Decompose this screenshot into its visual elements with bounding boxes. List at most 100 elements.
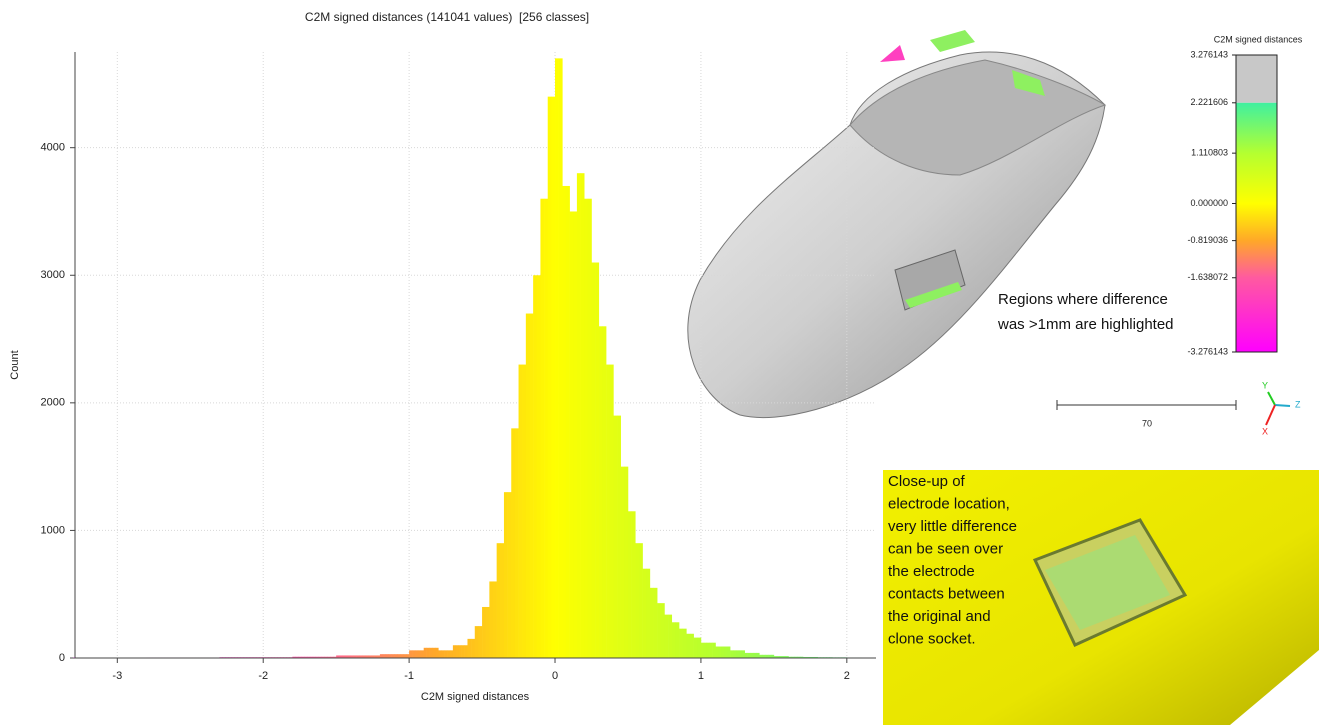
socket-render <box>688 30 1105 418</box>
bar-slice <box>418 650 421 658</box>
bar-slice <box>753 653 756 658</box>
bar <box>613 416 621 658</box>
bar-slice <box>654 588 658 658</box>
axis-label: Y <box>1262 380 1268 390</box>
bar <box>424 648 439 658</box>
bar-slice <box>710 643 713 658</box>
bar-slice <box>409 650 412 658</box>
bar <box>643 569 651 658</box>
bar <box>591 263 599 658</box>
bar-slice <box>430 648 433 658</box>
bar-slice <box>570 211 574 658</box>
bar-slice <box>668 615 672 658</box>
bar-slice <box>635 543 639 658</box>
bar-slice <box>459 645 462 658</box>
y-tick-label: 2000 <box>41 397 65 409</box>
bar <box>489 581 497 658</box>
bar <box>482 607 490 658</box>
bar <box>599 326 607 658</box>
bar-slice <box>707 643 710 658</box>
bar-slice <box>438 650 441 658</box>
bar-slice <box>704 643 707 658</box>
bar <box>716 647 731 658</box>
bar-slice <box>526 314 530 658</box>
bar-slice <box>424 648 427 658</box>
bar-slice <box>595 263 599 658</box>
bar <box>380 654 409 658</box>
bar-slice <box>406 654 409 658</box>
bar <box>475 626 483 658</box>
bar-slice <box>756 653 759 658</box>
bar-slice <box>548 97 552 658</box>
bar-slice <box>646 569 650 658</box>
bar-slice <box>591 263 595 658</box>
bar-slice <box>441 650 444 658</box>
bar <box>548 97 556 658</box>
bar-slice <box>462 645 465 658</box>
bar-slice <box>694 638 698 658</box>
bar <box>745 653 760 658</box>
bar-slice <box>736 650 739 658</box>
bar-slice <box>727 647 730 658</box>
colorbar-tick-label: 2.221606 <box>1190 97 1228 107</box>
x-tick-label: 1 <box>698 670 704 682</box>
bar-slice <box>427 648 430 658</box>
bar-slice <box>467 639 471 658</box>
annotation-line: the original and <box>888 608 991 625</box>
colorbar <box>1236 103 1277 352</box>
chart-title: C2M signed distances (141041 values) [25… <box>305 10 589 24</box>
bar-slice <box>632 511 636 658</box>
bar-slice <box>400 654 403 658</box>
bar <box>606 365 614 658</box>
x-tick-label: -2 <box>258 670 268 682</box>
bar-slice <box>643 569 647 658</box>
bar-slice <box>701 643 704 658</box>
bar-slice <box>380 654 383 658</box>
annotation-line: electrode location, <box>888 495 1010 512</box>
bar-slice <box>471 639 475 658</box>
bar-slice <box>672 622 676 658</box>
bar-slice <box>447 650 450 658</box>
bar <box>686 634 694 658</box>
bar <box>438 650 453 658</box>
bar-slice <box>559 58 563 658</box>
bar-slice <box>606 365 610 658</box>
bar-slice <box>721 647 724 658</box>
annotation: was >1mm are highlighted <box>997 316 1174 333</box>
bar-slice <box>577 173 581 658</box>
bar-slice <box>730 650 733 658</box>
annotation-line: clone socket. <box>888 630 976 647</box>
bar-slice <box>697 638 701 658</box>
bar <box>577 173 585 658</box>
bar <box>628 511 636 658</box>
bar-slice <box>639 543 643 658</box>
bar-slice <box>562 186 566 658</box>
bar-slice <box>508 492 512 658</box>
bar <box>409 650 424 658</box>
bar-slice <box>383 654 386 658</box>
x-tick-label: 2 <box>844 670 850 682</box>
y-axis-label: Count <box>9 350 21 379</box>
bar-slice <box>617 416 621 658</box>
bar-slice <box>544 199 548 658</box>
y-tick-label: 0 <box>59 652 65 664</box>
y-tick-label: 4000 <box>41 142 65 154</box>
bar-slice <box>657 603 661 658</box>
bar-slice <box>713 643 716 658</box>
bar-slice <box>751 653 754 658</box>
bar-slice <box>482 607 486 658</box>
bar-slice <box>690 634 694 658</box>
bar-slice <box>415 650 418 658</box>
bar-slice <box>515 428 519 658</box>
bar <box>511 428 519 658</box>
bar-slice <box>686 634 690 658</box>
bar-slice <box>588 199 592 658</box>
bar-slice <box>397 654 400 658</box>
bar-slice <box>675 622 679 658</box>
bar-slice <box>392 654 395 658</box>
annotation-line: contacts between <box>888 585 1005 602</box>
bar <box>730 650 745 658</box>
bar-slice <box>450 650 453 658</box>
bar-slice <box>624 467 628 658</box>
bar-slice <box>389 654 392 658</box>
